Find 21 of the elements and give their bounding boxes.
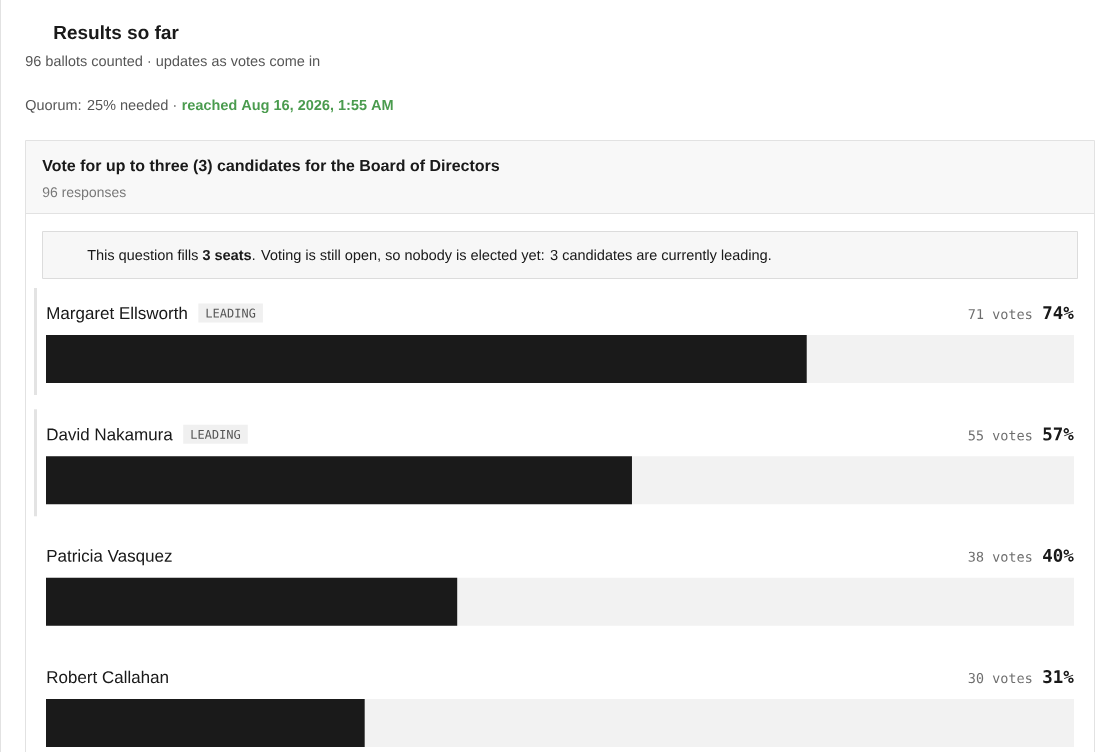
data-label: 40% (1043, 548, 1074, 562)
text: Vote for up to three (3) candidates for the Board of Directors (42, 159, 500, 175)
data-label: 31% (1043, 670, 1074, 684)
y-tick-label: David Nakamura (47, 428, 173, 441)
chart-title: Results so far (54, 25, 179, 40)
text: 96 responses (42, 187, 126, 200)
y-tick-label: Patricia Vasquez (47, 549, 172, 566)
text: Quorum: 25% needed · (25, 99, 176, 113)
y-tick-label: Robert Callahan (47, 670, 168, 684)
annotation: 38 votes (968, 551, 1032, 562)
text: reached Aug 16, 2026, 1:55 AM (182, 99, 393, 114)
text: This question fills 3 seats. Voting is still open, so nobody is elected yet: 3 candidates are currently leading. (87, 249, 771, 264)
y-tick-label: Margaret Ellsworth (47, 306, 187, 323)
annotation: 71 votes (968, 309, 1032, 320)
data-label: 74% (1043, 306, 1074, 319)
annotation: LEADING (206, 308, 256, 318)
annotation: LEADING (191, 429, 241, 439)
chart-subtitle: 96 ballots counted · updates as votes come in (25, 55, 320, 70)
annotation: 55 votes (968, 430, 1032, 441)
data-label: 57% (1043, 427, 1074, 441)
annotation: 30 votes (968, 673, 1032, 684)
